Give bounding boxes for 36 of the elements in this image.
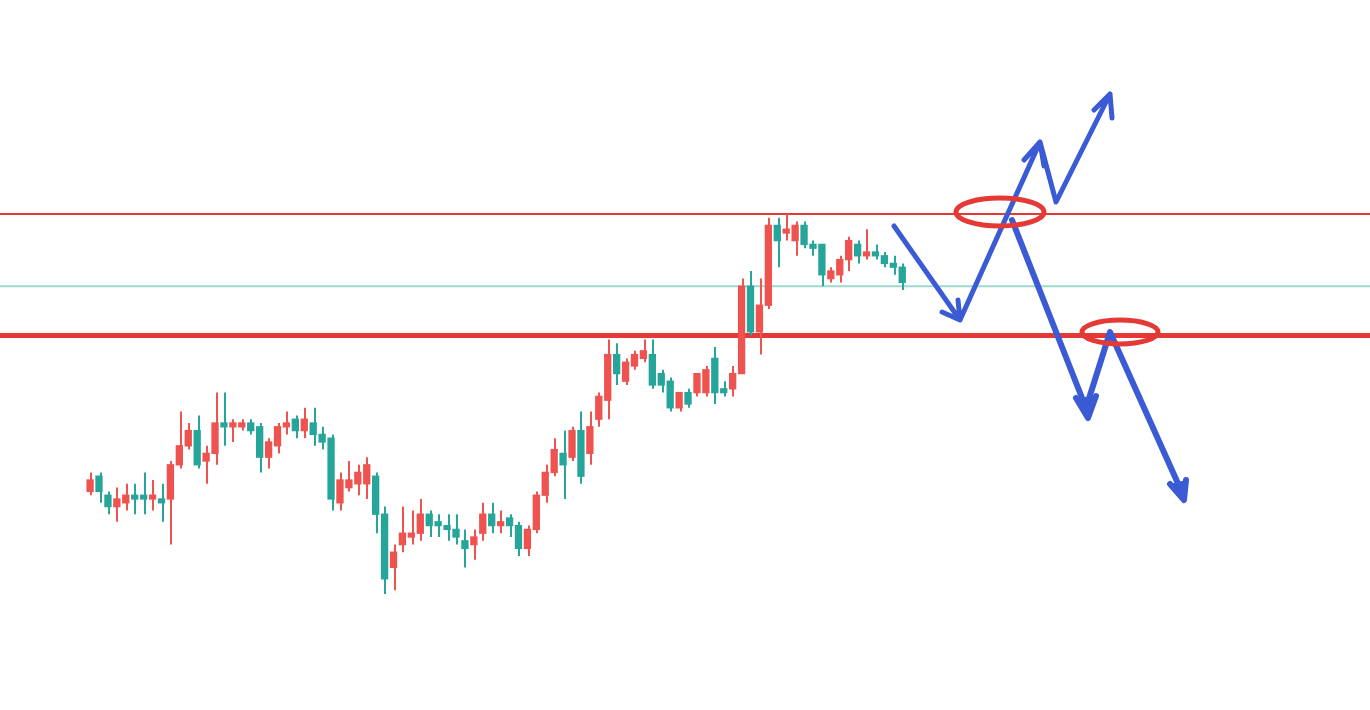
candlestick	[86, 471, 94, 497]
candlestick	[684, 387, 692, 409]
candlestick	[621, 357, 630, 386]
candlestick	[407, 509, 416, 546]
candlestick	[746, 270, 755, 337]
candlestick	[568, 425, 576, 462]
candlestick	[639, 338, 648, 364]
candlestick	[131, 482, 139, 516]
candlestick	[398, 505, 407, 554]
candlestick	[577, 410, 585, 485]
candlestick	[496, 509, 505, 535]
candlestick	[113, 486, 121, 523]
candlestick	[291, 414, 300, 440]
candlestick	[666, 376, 674, 413]
candlestick	[389, 543, 398, 592]
candlestick	[488, 501, 496, 535]
candlestick	[220, 391, 228, 447]
candlestick	[157, 482, 166, 523]
candlestick	[773, 216, 781, 269]
candlestick	[898, 262, 906, 291]
candlestick	[193, 414, 201, 470]
candlestick	[853, 239, 862, 265]
candlestick	[559, 429, 567, 500]
candlestick	[711, 346, 719, 405]
candlestick	[514, 520, 523, 557]
candlestick	[148, 479, 157, 512]
candlestick	[675, 391, 683, 413]
candlestick	[255, 422, 264, 474]
candlestick	[416, 498, 424, 542]
candlestick	[612, 342, 621, 386]
candlestick	[139, 471, 148, 516]
candlestick	[862, 228, 871, 261]
candlestick	[273, 422, 282, 455]
candlestick	[300, 406, 308, 440]
candlestick	[229, 418, 237, 443]
candlestick	[791, 220, 799, 257]
